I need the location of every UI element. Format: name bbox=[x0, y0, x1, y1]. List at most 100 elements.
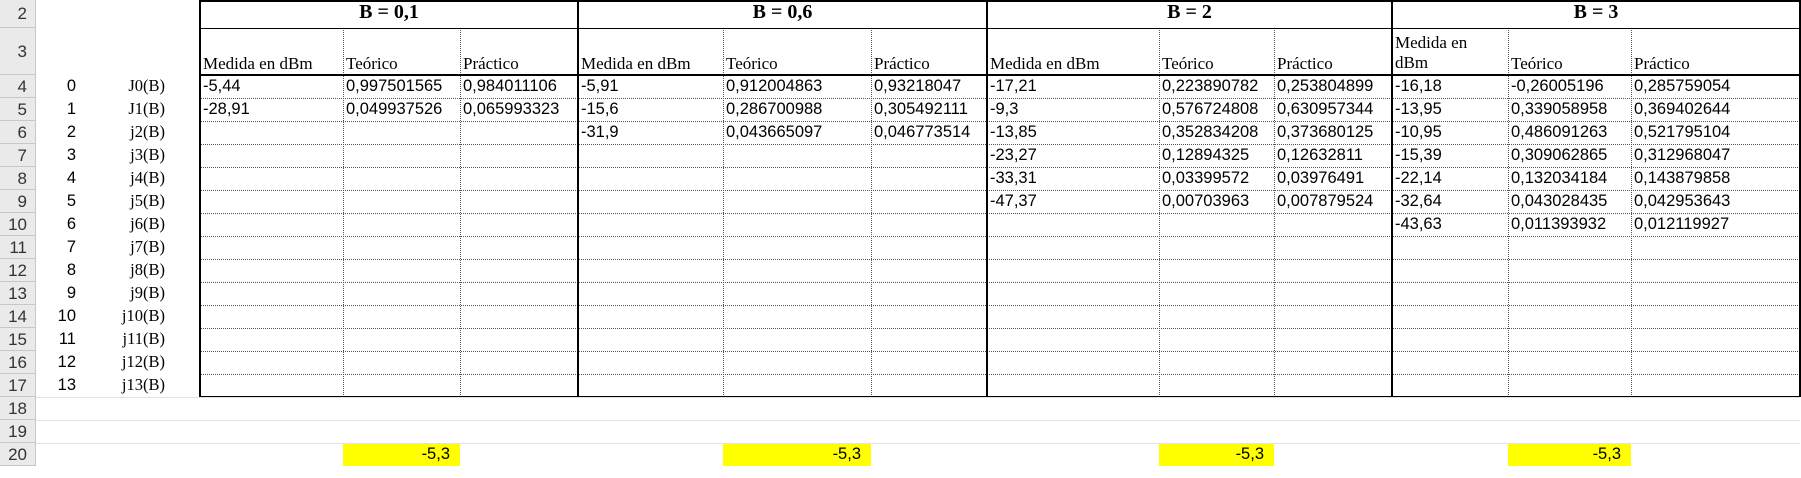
data-cell[interactable] bbox=[460, 351, 578, 374]
data-cell[interactable] bbox=[1631, 305, 1800, 328]
data-cell[interactable] bbox=[200, 190, 343, 213]
data-cell[interactable] bbox=[1274, 305, 1392, 328]
data-cell[interactable] bbox=[578, 167, 723, 190]
data-cell[interactable] bbox=[200, 259, 343, 282]
data-cell[interactable] bbox=[343, 374, 460, 397]
data-cell[interactable]: 0,046773514 bbox=[874, 123, 971, 141]
data-cell[interactable] bbox=[871, 144, 987, 167]
data-cell[interactable] bbox=[723, 351, 871, 374]
data-cell[interactable] bbox=[460, 213, 578, 236]
data-cell[interactable] bbox=[1274, 213, 1392, 236]
data-cell[interactable] bbox=[987, 374, 1159, 397]
data-cell[interactable]: 0,997501565 bbox=[346, 77, 443, 95]
data-cell[interactable]: -15,39 bbox=[1395, 146, 1442, 164]
data-cell[interactable] bbox=[1392, 259, 1508, 282]
summary-cell[interactable]: -5,3 bbox=[723, 443, 871, 466]
data-cell[interactable]: -10,95 bbox=[1395, 123, 1442, 141]
data-cell[interactable] bbox=[343, 236, 460, 259]
data-cell[interactable]: 0,285759054 bbox=[1634, 77, 1731, 95]
data-cell[interactable] bbox=[200, 351, 343, 374]
data-cell[interactable] bbox=[723, 236, 871, 259]
data-cell[interactable] bbox=[1392, 351, 1508, 374]
data-cell[interactable] bbox=[200, 236, 343, 259]
data-cell[interactable] bbox=[578, 190, 723, 213]
data-cell[interactable]: 0,043665097 bbox=[726, 123, 823, 141]
row-header[interactable]: 19 bbox=[0, 420, 36, 443]
row-header[interactable]: 12 bbox=[0, 259, 36, 282]
row-header[interactable]: 16 bbox=[0, 351, 36, 374]
data-cell[interactable] bbox=[343, 144, 460, 167]
data-cell[interactable] bbox=[578, 351, 723, 374]
data-cell[interactable] bbox=[871, 305, 987, 328]
row-header[interactable]: 8 bbox=[0, 167, 36, 190]
data-cell[interactable] bbox=[1392, 374, 1508, 397]
data-cell[interactable] bbox=[460, 328, 578, 351]
data-cell[interactable] bbox=[578, 328, 723, 351]
data-cell[interactable]: 0,03399572 bbox=[1162, 169, 1250, 187]
row-header[interactable]: 15 bbox=[0, 328, 36, 351]
data-cell[interactable]: -28,91 bbox=[203, 100, 250, 118]
data-cell[interactable]: 0,011393932 bbox=[1511, 215, 1607, 233]
data-cell[interactable] bbox=[578, 236, 723, 259]
data-cell[interactable] bbox=[1631, 351, 1800, 374]
data-cell[interactable]: 0,132034184 bbox=[1511, 169, 1608, 187]
data-cell[interactable] bbox=[578, 374, 723, 397]
data-cell[interactable] bbox=[343, 167, 460, 190]
data-cell[interactable] bbox=[1159, 328, 1274, 351]
data-cell[interactable]: 0,373680125 bbox=[1277, 123, 1374, 141]
data-cell[interactable] bbox=[723, 190, 871, 213]
data-cell[interactable]: 0,12894325 bbox=[1162, 146, 1250, 164]
data-cell[interactable] bbox=[460, 282, 578, 305]
data-cell[interactable]: -23,27 bbox=[990, 146, 1037, 164]
data-cell[interactable] bbox=[200, 328, 343, 351]
row-header[interactable]: 6 bbox=[0, 121, 36, 144]
data-cell[interactable]: 0,143879858 bbox=[1634, 169, 1731, 187]
row-header[interactable]: 7 bbox=[0, 144, 36, 167]
data-cell[interactable] bbox=[1508, 282, 1631, 305]
data-cell[interactable] bbox=[1159, 305, 1274, 328]
data-cell[interactable] bbox=[1159, 374, 1274, 397]
data-cell[interactable] bbox=[1631, 282, 1800, 305]
data-cell[interactable] bbox=[1508, 351, 1631, 374]
data-cell[interactable] bbox=[578, 259, 723, 282]
data-cell[interactable]: 0,576724808 bbox=[1162, 100, 1259, 118]
data-cell[interactable]: -22,14 bbox=[1395, 169, 1442, 187]
data-cell[interactable]: 0,630957344 bbox=[1277, 100, 1374, 118]
data-cell[interactable] bbox=[987, 213, 1159, 236]
data-cell[interactable]: -16,18 bbox=[1395, 77, 1442, 95]
data-cell[interactable]: 0,286700988 bbox=[726, 100, 823, 118]
data-cell[interactable]: 0,12632811 bbox=[1277, 146, 1363, 164]
data-cell[interactable] bbox=[1392, 236, 1508, 259]
data-cell[interactable]: -33,31 bbox=[990, 169, 1037, 187]
data-cell[interactable] bbox=[1159, 351, 1274, 374]
row-header[interactable]: 18 bbox=[0, 397, 36, 420]
row-header[interactable]: 10 bbox=[0, 213, 36, 236]
data-cell[interactable] bbox=[987, 236, 1159, 259]
data-cell[interactable] bbox=[723, 282, 871, 305]
data-cell[interactable] bbox=[871, 328, 987, 351]
data-cell[interactable]: 0,309062865 bbox=[1511, 146, 1608, 164]
data-cell[interactable] bbox=[987, 305, 1159, 328]
data-cell[interactable] bbox=[871, 190, 987, 213]
data-cell[interactable]: 0,369402644 bbox=[1634, 100, 1731, 118]
data-cell[interactable]: -47,37 bbox=[990, 192, 1037, 210]
data-cell[interactable]: 0,312968047 bbox=[1634, 146, 1731, 164]
row-header[interactable]: 14 bbox=[0, 305, 36, 328]
data-cell[interactable]: 0,305492111 bbox=[874, 100, 968, 118]
data-cell[interactable] bbox=[1631, 236, 1800, 259]
row-header[interactable]: 3 bbox=[0, 28, 36, 75]
row-header[interactable]: 17 bbox=[0, 374, 36, 397]
data-cell[interactable] bbox=[1508, 259, 1631, 282]
data-cell[interactable] bbox=[1631, 374, 1800, 397]
data-cell[interactable] bbox=[871, 351, 987, 374]
data-cell[interactable] bbox=[871, 259, 987, 282]
data-cell[interactable] bbox=[460, 236, 578, 259]
data-cell[interactable]: -17,21 bbox=[990, 77, 1037, 95]
data-cell[interactable] bbox=[987, 259, 1159, 282]
data-cell[interactable]: -32,64 bbox=[1395, 192, 1442, 210]
data-cell[interactable]: -31,9 bbox=[581, 123, 619, 141]
data-cell[interactable] bbox=[723, 144, 871, 167]
data-cell[interactable] bbox=[460, 167, 578, 190]
data-cell[interactable] bbox=[871, 236, 987, 259]
